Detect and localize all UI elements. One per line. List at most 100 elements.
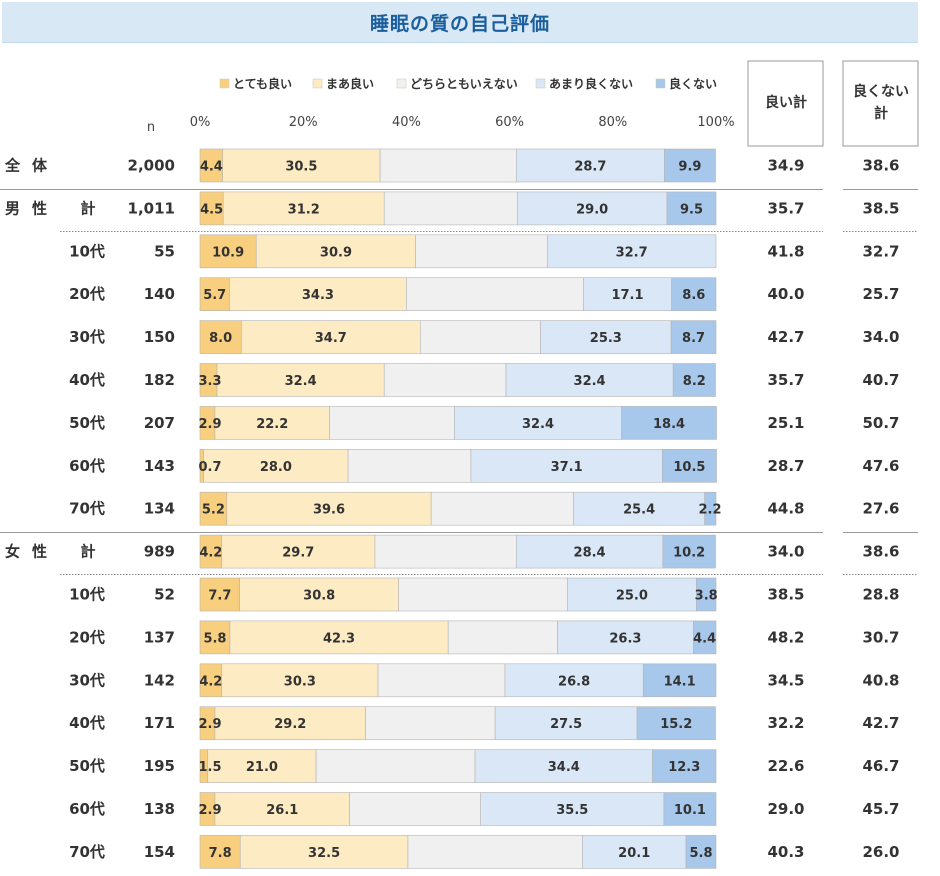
bad-total-value: 26.0: [862, 843, 899, 861]
good-total-value: 34.5: [767, 671, 804, 689]
bar-segment: [199, 277, 230, 312]
bar-data-label: 2.9: [198, 803, 221, 818]
bar-data-label: 15.2: [660, 717, 692, 732]
good-total-value: 42.7: [767, 328, 804, 346]
row-n: 195: [144, 757, 175, 775]
bar-data-label: 5.7: [203, 288, 226, 303]
bar-data-label: 7.8: [209, 846, 232, 861]
bar-segment: [621, 406, 717, 440]
chart-title-bar: 睡眠の質の自己評価: [2, 2, 918, 43]
row-group-label: 性: [32, 199, 47, 217]
x-tick-label: 20%: [289, 115, 318, 130]
bad-total-value: 50.7: [862, 414, 899, 432]
bar-segment: [636, 706, 716, 741]
bad-total-value: 38.5: [862, 199, 899, 217]
bar-segment: [573, 491, 705, 526]
bad-total-value: 30.7: [862, 628, 899, 646]
good-total-value: 34.9: [767, 157, 804, 175]
bar-segment: [704, 491, 717, 526]
bar-data-label: 26.3: [609, 631, 641, 646]
bar-data-label: 4.2: [199, 674, 222, 689]
bar-data-label: 10.1: [674, 803, 706, 818]
bar-data-label: 42.3: [323, 631, 355, 646]
row-label: 40代: [69, 371, 105, 389]
bar-data-label: 25.0: [616, 589, 648, 604]
row-group-label: 体: [32, 157, 48, 175]
good-total-value: 48.2: [767, 628, 804, 646]
chart-title: 睡眠の質の自己評価: [369, 12, 550, 35]
bar-segment: [240, 320, 421, 354]
bar-data-label: 27.5: [550, 717, 582, 732]
legend-swatch-3: [535, 78, 546, 89]
bar-segment: [203, 448, 349, 483]
legend-swatch-4: [655, 78, 666, 89]
bar-data-label: 32.4: [285, 374, 317, 389]
bar-segment: [583, 277, 672, 312]
bar-segment: [216, 363, 385, 397]
bar-data-label: 0.7: [198, 460, 221, 475]
bar-data-label: 22.2: [256, 417, 288, 432]
bar-data-label: 5.8: [690, 846, 713, 861]
row-group-label: 女: [5, 543, 20, 561]
good-total-value: 29.0: [767, 800, 804, 818]
bad-total-value: 38.6: [862, 157, 899, 175]
row-n: 2,000: [128, 157, 175, 175]
bar-segment: [685, 835, 717, 869]
bar-segment: [226, 491, 432, 526]
bar-data-label: 31.2: [288, 202, 320, 217]
row-n: 142: [144, 671, 175, 689]
row-label: 10代: [69, 586, 105, 604]
bar-data-label: 26.1: [266, 803, 298, 818]
bar-segment: [315, 749, 476, 783]
bad-total-value: 25.7: [862, 285, 899, 303]
bar-data-label: 29.2: [274, 717, 306, 732]
bar-data-label: 4.4: [693, 631, 716, 646]
row-label: 30代: [69, 671, 105, 689]
bar-segment: [383, 191, 518, 226]
bar-segment: [229, 620, 449, 655]
bar-segment: [377, 663, 506, 698]
x-tick-label: 60%: [495, 115, 524, 130]
legend-label-2: どちらともいえない: [410, 77, 518, 91]
row-n: 171: [144, 714, 175, 732]
bar-data-label: 37.1: [551, 460, 583, 475]
bar-segment: [447, 620, 558, 655]
bar-segment: [214, 406, 330, 440]
bar-segment: [255, 234, 416, 269]
row-group-label: 男: [5, 199, 20, 217]
bar-segment: [222, 191, 385, 226]
row-label: 70代: [69, 500, 105, 518]
bar-segment: [406, 277, 584, 312]
bad-total-value: 40.8: [862, 671, 899, 689]
good-total-header-box: [747, 60, 824, 147]
bar-segment: [663, 792, 717, 826]
bar-segment: [365, 706, 496, 741]
row-n: 207: [144, 414, 175, 432]
bar-data-label: 39.6: [313, 503, 345, 518]
good-total-value: 40.0: [767, 285, 804, 303]
bar-data-label: 34.3: [302, 288, 334, 303]
bar-segment: [494, 706, 638, 741]
bar-data-label: 30.8: [303, 589, 335, 604]
bar-data-label: 30.5: [285, 160, 317, 175]
bar-segment: [239, 835, 409, 869]
row-n: 150: [144, 328, 175, 346]
bar-data-label: 17.1: [611, 288, 643, 303]
bar-segment: [516, 534, 664, 569]
bad-total-value: 38.6: [862, 543, 899, 561]
row-n: 137: [144, 628, 175, 646]
good-total-value: 35.7: [767, 371, 804, 389]
good-total-value: 44.8: [767, 500, 804, 518]
bad-total-header-line2: 計: [874, 105, 888, 122]
row-label: 60代: [69, 457, 105, 475]
bar-segment: [415, 234, 548, 269]
legend-swatch-1: [312, 78, 323, 89]
bad-total-value: 40.7: [862, 371, 899, 389]
bar-segment: [221, 534, 376, 569]
bad-total-value: 28.8: [862, 586, 899, 604]
bar-data-label: 30.3: [284, 674, 316, 689]
bar-segment: [199, 320, 242, 354]
bar-segment: [199, 835, 241, 869]
bar-data-label: 2.9: [198, 717, 221, 732]
